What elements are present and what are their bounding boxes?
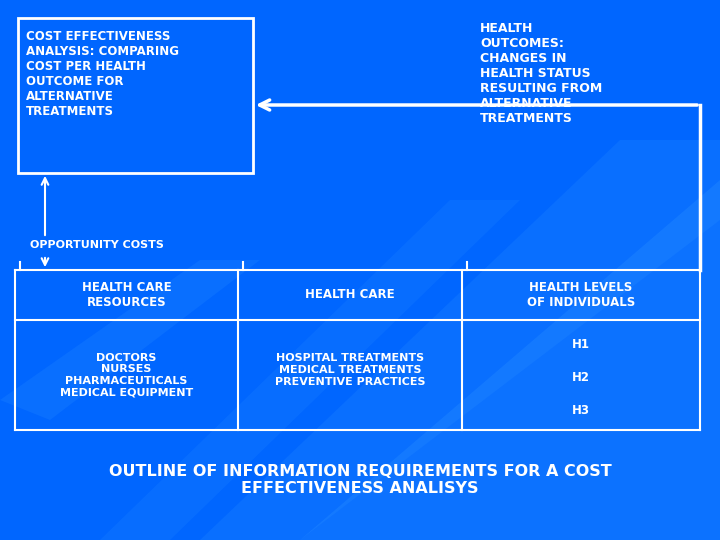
- Text: COST EFFECTIVENESS
ANALYSIS: COMPARING
COST PER HEALTH
OUTCOME FOR
ALTERNATIVE
T: COST EFFECTIVENESS ANALYSIS: COMPARING C…: [26, 30, 179, 118]
- Text: HEALTH
OUTCOMES:
CHANGES IN
HEALTH STATUS
RESULTING FROM
ALTERNATIVE
TREATMENTS: HEALTH OUTCOMES: CHANGES IN HEALTH STATU…: [480, 22, 602, 125]
- Text: OUTLINE OF INFORMATION REQUIREMENTS FOR A COST
EFFECTIVENESS ANALISYS: OUTLINE OF INFORMATION REQUIREMENTS FOR …: [109, 464, 611, 496]
- Bar: [18, 18, 253, 173]
- Text: HEALTH CARE: HEALTH CARE: [305, 288, 395, 301]
- Text: H2: H2: [572, 370, 590, 384]
- Text: H1: H1: [572, 338, 590, 350]
- Text: HOSPITAL TREATMENTS
MEDICAL TREATMENTS
PREVENTIVE PRACTICES: HOSPITAL TREATMENTS MEDICAL TREATMENTS P…: [275, 353, 426, 387]
- Polygon shape: [0, 260, 260, 420]
- Polygon shape: [100, 200, 520, 540]
- Text: HEALTH CARE
RESOURCES: HEALTH CARE RESOURCES: [81, 281, 171, 309]
- Polygon shape: [200, 140, 720, 540]
- Text: DOCTORS
NURSES
PHARMACEUTICALS
MEDICAL EQUIPMENT: DOCTORS NURSES PHARMACEUTICALS MEDICAL E…: [60, 353, 193, 397]
- Text: H3: H3: [572, 404, 590, 417]
- Text: HEALTH LEVELS
OF INDIVIDUALS: HEALTH LEVELS OF INDIVIDUALS: [527, 281, 635, 309]
- Polygon shape: [300, 180, 720, 540]
- Text: OPPORTUNITY COSTS: OPPORTUNITY COSTS: [30, 240, 164, 250]
